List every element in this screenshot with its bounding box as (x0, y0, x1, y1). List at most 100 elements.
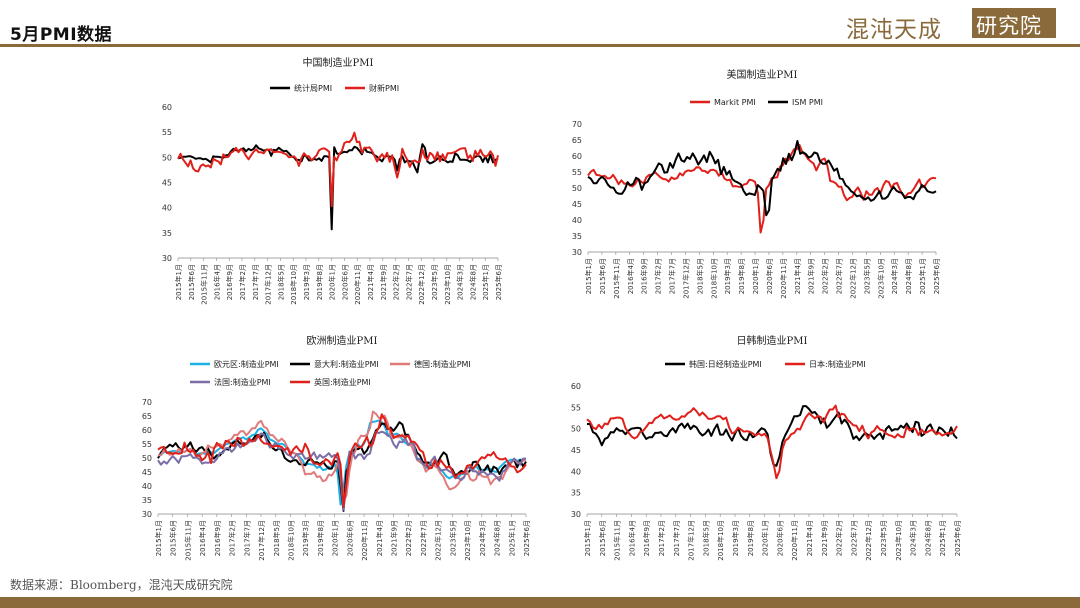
x-tick-label: 2022年2月 (404, 520, 413, 556)
x-tick-label: 2021年9月 (807, 258, 816, 294)
x-tick-label: 2015年6月 (187, 264, 196, 300)
x-tick-label: 2020年11月 (360, 520, 369, 561)
y-tick-label: 45 (572, 200, 582, 209)
chart-title: 欧洲制造业PMI (307, 334, 378, 347)
legend-label: 英国:制造业PMI (314, 377, 371, 387)
x-tick-label: 2015年6月 (598, 258, 607, 294)
x-tick-label: 2020年11月 (790, 520, 799, 561)
y-tick-label: 35 (142, 496, 152, 505)
y-tick-label: 60 (572, 152, 582, 161)
x-tick-label: 2016年4月 (198, 520, 207, 556)
x-tick-label: 2024年8月 (923, 520, 932, 556)
x-tick-label: 2019年3月 (301, 520, 310, 556)
x-tick-label: 2015年11月 (612, 258, 621, 299)
x-tick-label: 2015年1月 (174, 264, 183, 300)
y-tick-label: 55 (142, 440, 152, 449)
y-tick-label: 60 (162, 103, 172, 112)
x-tick-label: 2021年9月 (390, 520, 399, 556)
header: 5月PMI数据 混沌天成 研究院 (0, 0, 1080, 46)
y-tick-label: 40 (162, 204, 172, 213)
y-tick-label: 40 (572, 216, 582, 225)
x-tick-label: 2022年12月 (864, 520, 873, 561)
legend-label: 欧元区:制造业PMI (214, 359, 279, 369)
x-tick-label: 2023年5月 (862, 258, 871, 294)
x-tick-label: 2020年6月 (340, 264, 349, 300)
x-tick-label: 2018年10月 (289, 264, 298, 305)
x-tick-label: 2020年1月 (751, 258, 760, 294)
x-tick-label: 2017年2月 (238, 264, 247, 300)
chart-title: 中国制造业PMI (303, 56, 374, 69)
x-tick-label: 2024年3月 (456, 264, 465, 300)
x-tick-label: 2021年4月 (793, 258, 802, 294)
x-tick-label: 2016年4月 (627, 520, 636, 556)
header-divider (0, 44, 1080, 47)
chart-title: 美国制造业PMI (727, 68, 798, 81)
legend-label: 财新PMI (369, 83, 399, 93)
logo-name: 混沌天成 (846, 17, 942, 43)
x-tick-label: 2025年6月 (494, 264, 503, 300)
legend-label: Markit PMI (714, 98, 756, 107)
x-tick-label: 2015年6月 (169, 520, 178, 556)
x-tick-label: 2022年7月 (404, 264, 413, 300)
x-tick-label: 2016年9月 (642, 520, 651, 556)
x-tick-label: 2023年10月 (894, 520, 903, 561)
series-line (586, 404, 958, 480)
x-tick-label: 2024年8月 (468, 264, 477, 300)
x-tick-label: 2020年1月 (761, 520, 770, 556)
y-tick-label: 70 (142, 398, 152, 407)
x-tick-label: 2018年10月 (709, 258, 718, 299)
x-tick-label: 2017年2月 (654, 258, 663, 294)
y-tick-label: 50 (162, 153, 172, 162)
x-tick-label: 2016年9月 (225, 264, 234, 300)
x-tick-label: 2023年10月 (876, 258, 885, 299)
x-tick-label: 2017年7月 (242, 520, 251, 556)
x-tick-label: 2022年2月 (392, 264, 401, 300)
x-tick-label: 2025年1月 (481, 264, 490, 300)
x-tick-label: 2025年1月 (918, 258, 927, 294)
x-tick-label: 2017年7月 (672, 520, 681, 556)
legend-label: 日本:制造业PMI (809, 359, 866, 369)
x-tick-label: 2024年3月 (909, 520, 918, 556)
x-tick-label: 2015年6月 (598, 520, 607, 556)
y-tick-label: 45 (142, 468, 152, 477)
x-tick-label: 2015年11月 (613, 520, 622, 561)
x-tick-label: 2017年7月 (251, 264, 260, 300)
europe-pmi-chart: 欧洲制造业PMI 欧元区:制造业PMI 意大利:制造业PMI 德国:制造业PMI 法国:… (142, 334, 531, 561)
x-tick-label: 2024年3月 (478, 520, 487, 556)
x-tick-label: 2015年1月 (584, 258, 593, 294)
series-line (157, 413, 527, 508)
x-tick-label: 2019年3月 (731, 520, 740, 556)
footer-bar (0, 597, 1080, 608)
chart-title: 日韩制造业PMI (737, 334, 808, 347)
y-tick-label: 65 (142, 412, 152, 421)
x-tick-label: 2022年2月 (835, 520, 844, 556)
x-tick-label: 2024年8月 (904, 258, 913, 294)
x-tick-label: 2024年3月 (890, 258, 899, 294)
legend-label: ISM PMI (792, 98, 823, 107)
y-tick-label: 50 (571, 425, 581, 434)
x-tick-label: 2018年5月 (695, 258, 704, 294)
x-tick-label: 2021年4月 (375, 520, 384, 556)
x-tick-label: 2022年7月 (849, 520, 858, 556)
x-tick-label: 2018年5月 (701, 520, 710, 556)
y-tick-label: 45 (571, 446, 581, 455)
x-tick-label: 2023年5月 (448, 520, 457, 556)
y-tick-label: 60 (142, 426, 152, 435)
x-tick-label: 2021年4月 (366, 264, 375, 300)
japan-korea-pmi-chart: 日韩制造业PMI 韩国:日经制造业PMI 日本:制造业PMI 30 35 40 45 50 55… (571, 334, 962, 561)
x-tick-label: 2022年12月 (417, 264, 426, 305)
x-tick-label: 2021年9月 (820, 520, 829, 556)
y-tick-label: 65 (572, 136, 582, 145)
x-tick-label: 2025年6月 (932, 258, 941, 294)
x-tick-label: 2020年6月 (765, 258, 774, 294)
x-tick-label: 2020年6月 (345, 520, 354, 556)
y-tick-label: 70 (572, 120, 582, 129)
legend-label: 统计局PMI (294, 83, 332, 93)
x-tick-label: 2020年11月 (353, 264, 362, 305)
x-tick-label: 2022年7月 (419, 520, 428, 556)
x-tick-label: 2025年6月 (522, 520, 531, 556)
brand-logo: 混沌天成 研究院 (846, 6, 1056, 43)
x-tick-label: 2017年12月 (681, 258, 690, 299)
x-tick-label: 2016年4月 (212, 264, 221, 300)
y-tick-label: 30 (572, 248, 582, 257)
